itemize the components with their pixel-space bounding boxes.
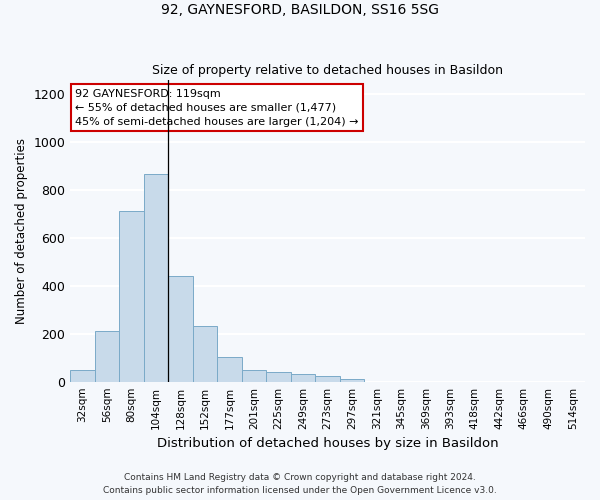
Text: Contains HM Land Registry data © Crown copyright and database right 2024.
Contai: Contains HM Land Registry data © Crown c… (103, 474, 497, 495)
Bar (291, 374, 316, 382)
Bar (95, 332, 119, 382)
Bar (169, 276, 193, 382)
X-axis label: Distribution of detached houses by size in Basildon: Distribution of detached houses by size … (157, 437, 499, 450)
Bar (70, 370, 95, 382)
Bar (193, 326, 217, 382)
Bar (144, 174, 169, 382)
Text: 92, GAYNESFORD, BASILDON, SS16 5SG: 92, GAYNESFORD, BASILDON, SS16 5SG (161, 2, 439, 16)
Bar (217, 356, 242, 382)
Bar (316, 376, 340, 382)
Title: Size of property relative to detached houses in Basildon: Size of property relative to detached ho… (152, 64, 503, 77)
Bar (119, 212, 144, 382)
Text: 92 GAYNESFORD: 119sqm
← 55% of detached houses are smaller (1,477)
45% of semi-d: 92 GAYNESFORD: 119sqm ← 55% of detached … (76, 88, 359, 126)
Bar (242, 370, 266, 382)
Bar (266, 372, 291, 382)
Bar (340, 380, 364, 382)
Y-axis label: Number of detached properties: Number of detached properties (15, 138, 28, 324)
